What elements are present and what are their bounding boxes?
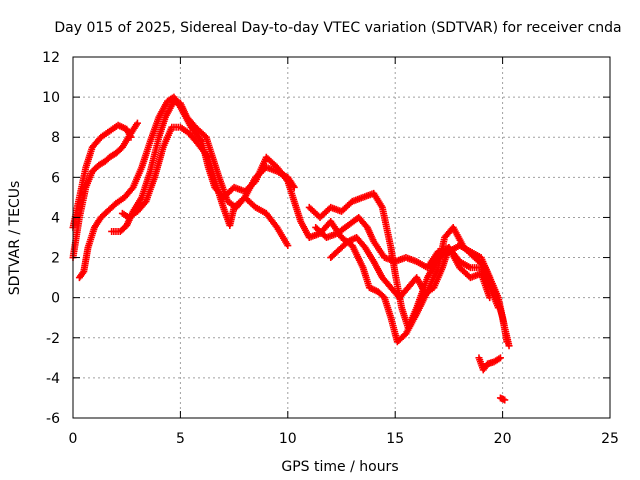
series-arc-7 [312, 213, 502, 312]
y-tick-label: -2 [46, 331, 60, 347]
series-arc-4 [108, 97, 298, 235]
data-point [501, 396, 509, 404]
y-tick-label: 2 [51, 251, 60, 267]
data-point [486, 294, 494, 302]
series-arc-10 [496, 394, 509, 404]
series-arc-8 [327, 234, 494, 302]
x-tick-label: 10 [279, 431, 297, 447]
x-tick-label: 5 [176, 431, 185, 447]
data-point [284, 242, 292, 250]
x-tick-label: 20 [494, 431, 512, 447]
plot-frame [72, 56, 611, 419]
y-tick-label: 12 [42, 50, 60, 66]
x-tick-label: 25 [601, 431, 619, 447]
series-arc-5 [118, 123, 292, 250]
axis-ticks: 0 5 10 15 20 25 -6 -4 -2 0 2 4 6 8 10 12 [42, 50, 619, 447]
data-point [79, 269, 87, 277]
x-tick-label: 0 [69, 431, 78, 447]
data-point [494, 304, 502, 312]
y-tick-label: -6 [46, 411, 60, 427]
x-axis-label: GPS time / hours [281, 459, 398, 475]
data-point [290, 183, 298, 191]
data-point [496, 354, 504, 362]
series-arc-6 [305, 189, 513, 350]
y-tick-label: -4 [46, 371, 60, 387]
data-marks [69, 93, 513, 404]
chart-title: Day 015 of 2025, Sidereal Day-to-day VTE… [54, 20, 621, 36]
y-tick-label: 0 [51, 291, 60, 307]
y-tick-label: 4 [51, 210, 60, 226]
y-tick-label: 10 [42, 90, 60, 106]
x-tick-label: 15 [386, 431, 404, 447]
series-arc-3 [75, 93, 511, 346]
y-axis-label: SDTVAR / TECUs [7, 181, 23, 296]
data-point [133, 119, 141, 127]
series-arc-9 [475, 354, 504, 374]
y-tick-label: 8 [51, 130, 60, 146]
data-point [505, 342, 513, 350]
y-tick-label: 6 [51, 170, 60, 186]
